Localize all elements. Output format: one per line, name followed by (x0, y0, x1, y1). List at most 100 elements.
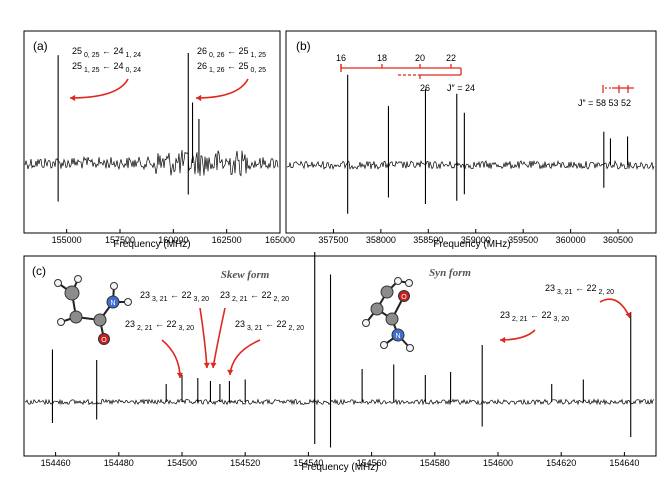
syn-hydrogen-atom (406, 344, 414, 352)
syn-nitrogen-atom (391, 328, 405, 342)
panel-a: (a) 155000 157500 160000 162500 165000 Frequ… (23, 30, 295, 250)
panel-a-baseline-noise (24, 149, 279, 177)
panel-c-baseline-noise (24, 398, 655, 406)
panel-b-frame (285, 30, 657, 234)
skew-carbon-atom (69, 310, 83, 324)
panel-b-xlabel: Frequency (MHz) (433, 239, 510, 250)
red-arrow (199, 307, 208, 369)
skew-hydrogen-atom (57, 318, 65, 326)
syn-n-label: N (395, 333, 400, 340)
red-arrow (599, 298, 631, 319)
panel-b-tick-label: 359000 (461, 235, 491, 245)
transition-label: 25 1, 25 ← 24 0, 24 (72, 61, 141, 74)
skew-transition-label: 23 2, 21 ← 22 2, 20 (220, 290, 289, 303)
panel-c: (c) 154460 154480 154500 154520 154540 154560… (23, 252, 657, 473)
panel-c-tick-label: 154500 (167, 458, 197, 468)
red-arrow-head (70, 94, 76, 102)
progression-j-label: J″ = 24 (447, 83, 475, 93)
red-arrow-head (210, 362, 217, 368)
syn-hydrogen-atom (394, 277, 402, 285)
skew-carbon-atom (93, 313, 107, 327)
skew-form-title: Skew form (221, 269, 270, 281)
progression-label: 26 (420, 83, 430, 93)
panel-a-annotations: 25 0, 25 ← 24 1, 24 25 1, 25 ← 24 0, 24 26… (69, 46, 266, 102)
panel-a-frame (23, 30, 281, 234)
red-arrow-head (196, 94, 202, 102)
panel-c-tick-label: 154620 (546, 458, 576, 468)
syn-form-title: Syn form (429, 267, 471, 279)
syn-hydrogen-atom (362, 319, 370, 327)
progression-label: 22 (446, 53, 456, 63)
syn-hydrogen-atom (380, 341, 388, 349)
panel-c-tick-label: 154600 (483, 458, 513, 468)
panel-a-tick-label: 157500 (105, 235, 135, 245)
panel-b-annotations: 16 18 20 22 26 J″ = 24 J″ = 58 53 52 (336, 53, 634, 108)
panel-b-tick-label: 360000 (556, 235, 586, 245)
panel-a-tick-label: 160000 (158, 235, 188, 245)
panel-a-tick-label: 155000 (52, 235, 82, 245)
panel-b-tick-label: 357500 (318, 235, 348, 245)
skew-o-label: O (101, 337, 107, 344)
red-arrow-head (500, 336, 506, 344)
red-arrow-head (176, 372, 184, 378)
panel-b-spectrum (286, 74, 655, 214)
panel-c-ticks: 154460 154480 154500 154520 154540 154560 1545… (41, 452, 639, 468)
panel-c-tick-label: 154520 (230, 458, 260, 468)
syn-o-label: O (401, 294, 407, 301)
panel-b-tick-label: 359500 (508, 235, 538, 245)
syn-molecule: O N (362, 277, 414, 352)
panel-c-tick-label: 154640 (609, 458, 639, 468)
panel-b: (b) 357500 358000 358500 359000 359500 360000… (285, 30, 657, 250)
syn-transition-label: 23 2, 21 ← 22 3, 20 (500, 310, 569, 323)
red-arrow (195, 78, 249, 99)
panel-a-tick-label: 162500 (212, 235, 242, 245)
transition-label: 25 0, 25 ← 24 1, 24 (72, 46, 141, 59)
panel-b-tick-label: 358000 (366, 235, 396, 245)
panel-c-xlabel: Frequency (MHz) (301, 462, 378, 473)
red-arrow-head (203, 362, 210, 368)
syn-hydrogen-atom (405, 279, 413, 287)
panel-c-frame (23, 255, 657, 457)
skew-hydrogen-atom (54, 279, 62, 287)
red-arrow (499, 329, 536, 341)
skew-n-label: N (110, 300, 115, 307)
skew-transition-label: 23 3, 21 ← 22 3, 20 (140, 290, 209, 303)
panel-b-baseline-noise (286, 159, 655, 171)
skew-nitrogen-atom (106, 295, 120, 309)
red-arrow-head (625, 312, 632, 318)
red-arrow (229, 339, 261, 376)
panel-c-tick-label: 154460 (41, 458, 71, 468)
skew-hydrogen-atom (74, 275, 82, 283)
syn-carbon-atom (380, 285, 394, 299)
syn-oxygen-atom (398, 290, 410, 302)
panel-a-xlabel: Frequency (MHz) (113, 239, 190, 250)
panel-c-tick-label: 154540 (293, 458, 323, 468)
panel-a-ticks: 155000 157500 160000 162500 165000 (52, 229, 295, 245)
skew-carbon-atom (64, 285, 80, 301)
red-arrow (69, 78, 129, 99)
syn-carbon-atom (370, 302, 384, 316)
panel-b-ticks: 357500 358000 358500 359000 359500 360000 3605… (318, 229, 633, 245)
panel-a-label: (a) (33, 39, 48, 53)
progression-label: 20 (415, 53, 425, 63)
skew-molecule: N O (54, 275, 132, 345)
panel-b-label: (b) (296, 39, 311, 53)
panel-c-label: (c) (32, 264, 46, 278)
panel-a-spectrum (24, 53, 279, 202)
skew-hydrogen-atom (124, 298, 132, 306)
syn-transition-label: 23 3, 21 ← 22 2, 20 (545, 283, 614, 296)
panel-c-spectrum (24, 252, 655, 448)
red-arrow (161, 339, 181, 379)
skew-oxygen-atom (98, 333, 110, 345)
red-arrow-head (227, 369, 234, 375)
panel-c-tick-label: 154580 (420, 458, 450, 468)
skew-transition-label: 23 3, 21 ← 22 2, 20 (235, 319, 304, 332)
syn-carbon-atom (385, 312, 399, 326)
panel-b-tick-label: 358500 (413, 235, 443, 245)
progression-label: 18 (377, 53, 387, 63)
panel-c-tick-label: 154480 (104, 458, 134, 468)
progression-high-j-label: J″ = 58 53 52 (578, 98, 631, 108)
transition-label: 26 1, 26 ← 25 0, 25 (197, 61, 266, 74)
panel-c-tick-label: 154560 (357, 458, 387, 468)
